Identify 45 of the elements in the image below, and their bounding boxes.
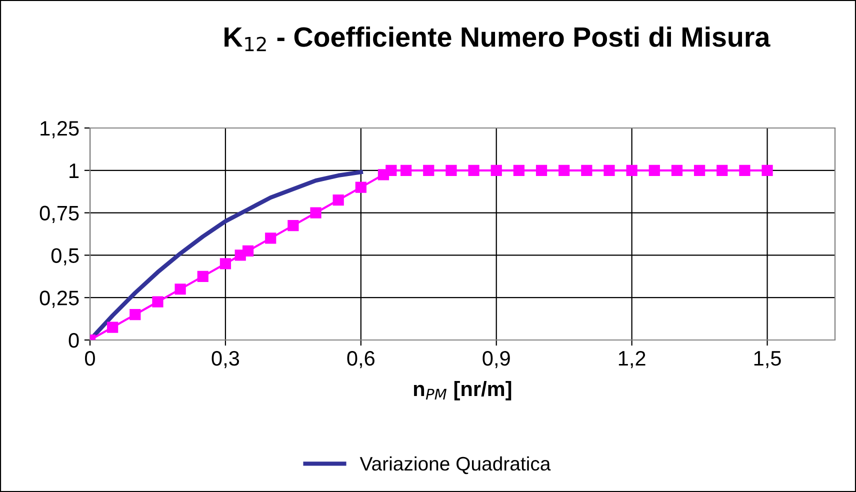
point <box>513 164 524 176</box>
point <box>288 220 299 232</box>
point <box>490 164 502 176</box>
point <box>581 164 592 176</box>
x-tick-label: 0,9 <box>482 350 510 368</box>
point <box>536 164 548 176</box>
y-tick-label: 0,75 <box>40 206 79 224</box>
point <box>152 296 164 308</box>
x-tick-label: 0,3 <box>212 350 240 368</box>
point <box>332 194 344 206</box>
chart-title: K$_{12}$ - Coefficiente Numero Posti di Misura <box>224 26 770 52</box>
x-axis-title: n$_{PM}$ [nr/m] <box>414 380 512 400</box>
point <box>604 164 615 176</box>
point <box>174 284 186 295</box>
x-tick-label: 1,5 <box>754 351 781 368</box>
point <box>107 322 118 333</box>
point <box>626 164 638 176</box>
point <box>197 270 208 282</box>
point <box>355 182 366 193</box>
y-tick-label: 1,25 <box>40 121 79 138</box>
point <box>310 207 322 218</box>
point <box>558 164 570 176</box>
point <box>716 164 728 176</box>
point <box>648 164 660 176</box>
point <box>446 164 457 176</box>
legend-label: Variazione Quadratica <box>360 456 551 474</box>
point <box>739 164 750 176</box>
point <box>423 164 434 176</box>
point <box>671 164 683 176</box>
x-tick-label: 0,6 <box>347 350 374 368</box>
point <box>265 232 276 244</box>
y-tick-label: 1 <box>70 164 79 178</box>
point <box>242 245 254 257</box>
point <box>130 309 141 320</box>
point <box>220 258 232 270</box>
point <box>400 164 412 176</box>
y-tick-label: 0,25 <box>40 290 79 308</box>
point <box>694 164 706 176</box>
x-tick-label: 1,2 <box>618 350 646 368</box>
point <box>468 164 480 176</box>
point <box>386 164 397 176</box>
y-tick-label: 0,5 <box>51 248 79 266</box>
point <box>762 164 773 176</box>
y-tick-label: 0 <box>68 333 79 348</box>
x-tick-label: 0 <box>85 350 95 366</box>
